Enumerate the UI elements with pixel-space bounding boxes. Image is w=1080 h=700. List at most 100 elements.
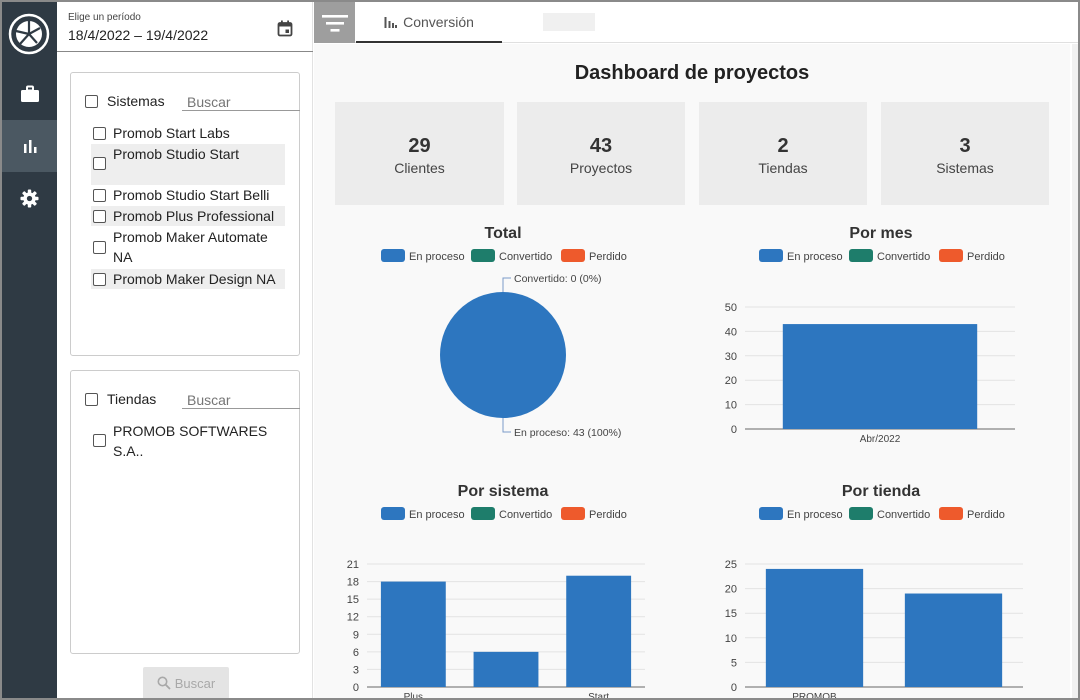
- period-label: Elige un período: [68, 12, 141, 23]
- store-checkbox[interactable]: [93, 434, 106, 447]
- x-tick-label: Start: [588, 692, 609, 700]
- tab-placeholder: [543, 13, 595, 31]
- stat-card-systems: 3 Sistemas: [881, 102, 1049, 205]
- legend-swatch: [381, 507, 405, 520]
- nav-item-settings[interactable]: [2, 172, 57, 224]
- stat-label: Proyectos: [569, 160, 633, 176]
- y-tick-label: 0: [731, 424, 737, 436]
- y-tick-label: 20: [725, 584, 737, 596]
- system-option[interactable]: Promob Maker Automate NA: [91, 227, 285, 267]
- y-tick-label: 25: [725, 559, 737, 571]
- tab-bar: Conversión: [314, 2, 1078, 43]
- y-tick-label: 10: [725, 400, 737, 412]
- legend-label: Convertido: [499, 509, 552, 521]
- stat-value: 2: [777, 135, 789, 157]
- system-option[interactable]: Promob Maker Design NA: [91, 269, 285, 289]
- pie-logo-icon[interactable]: [7, 12, 51, 56]
- filter-panel: Elige un período 18/4/2022 – 19/4/2022 S…: [57, 2, 313, 698]
- tab-label: Conversión: [403, 13, 474, 30]
- tab-conversion[interactable]: Conversión: [356, 2, 502, 43]
- legend-swatch: [471, 249, 495, 262]
- store-option[interactable]: PROMOB SOFTWARES S.A..: [91, 421, 285, 461]
- system-option-label: Promob Studio Start Belli: [113, 187, 270, 203]
- period-value[interactable]: 18/4/2022 – 19/4/2022: [68, 27, 209, 43]
- y-tick-label: 12: [347, 612, 359, 624]
- legend-swatch: [759, 249, 783, 262]
- system-option[interactable]: Promob Plus Professional: [91, 206, 285, 226]
- legend-swatch: [939, 249, 963, 262]
- y-tick-label: 6: [353, 647, 359, 659]
- stat-card-stores: 2 Tiendas: [699, 102, 867, 205]
- y-tick-label: 0: [731, 682, 737, 694]
- legend-label: Perdido: [589, 509, 627, 521]
- chart-title: Total: [484, 225, 521, 242]
- filter-menu-button[interactable]: [314, 2, 355, 43]
- store-option-label: PROMOB SOFTWARES S.A..: [113, 423, 268, 459]
- system-checkbox[interactable]: [93, 210, 106, 223]
- search-icon: [157, 676, 171, 690]
- main-area: Conversión Dashboard de proyectos 29 Cli…: [314, 2, 1078, 700]
- stat-card-projects: 43 Proyectos: [517, 102, 685, 205]
- stores-select-all-checkbox[interactable]: [85, 393, 98, 406]
- legend-label: Convertido: [877, 251, 930, 263]
- calendar-icon[interactable]: [277, 20, 293, 37]
- search-button-label: Buscar: [174, 675, 216, 691]
- systems-select-all-checkbox[interactable]: [85, 95, 98, 108]
- system-checkbox[interactable]: [93, 157, 106, 170]
- system-checkbox[interactable]: [93, 127, 106, 140]
- nav-item-projects[interactable]: [2, 68, 57, 120]
- period-picker[interactable]: Elige un período 18/4/2022 – 19/4/2022: [57, 2, 313, 52]
- systems-filter-box: Sistemas Promob Start Labs Promob Studio…: [70, 72, 300, 356]
- legend-label: Perdido: [589, 251, 627, 263]
- legend-label: En proceso: [787, 251, 843, 263]
- y-tick-label: 50: [725, 302, 737, 314]
- systems-search-input[interactable]: [182, 93, 300, 111]
- legend-swatch: [759, 507, 783, 520]
- y-tick-label: 18: [347, 577, 359, 589]
- system-option[interactable]: Promob Studio Start: [91, 144, 285, 185]
- chart-total: Total En proceso Convertido Perdido Converti…: [381, 225, 627, 439]
- filter-lines-icon: [321, 14, 348, 32]
- chart-by-store: Por tienda En proceso Convertido Perdido 0 5 1…: [725, 483, 1023, 700]
- legend-label: Convertido: [877, 509, 930, 521]
- system-option[interactable]: Promob Start Labs: [91, 123, 285, 143]
- system-checkbox[interactable]: [93, 273, 106, 286]
- y-tick-label: 21: [347, 559, 359, 571]
- system-option-label: Promob Maker Automate NA: [113, 229, 268, 265]
- system-option[interactable]: Promob Studio Start Belli: [91, 185, 285, 205]
- system-option-label: Promob Start Labs: [113, 125, 230, 141]
- scrollbar[interactable]: [1072, 44, 1078, 698]
- stores-filter-header: Tiendas: [85, 391, 300, 409]
- stores-filter-title: Tiendas: [107, 391, 157, 407]
- pie-data-label: En proceso: 43 (100%): [514, 427, 621, 439]
- bar: [904, 593, 1003, 687]
- system-option-label: Promob Studio Start: [113, 146, 240, 162]
- x-tick-label: Plus: [404, 692, 423, 700]
- legend-label: En proceso: [409, 251, 465, 263]
- stat-label: Sistemas: [936, 160, 994, 176]
- stores-search-input[interactable]: [182, 391, 300, 409]
- systems-filter-header: Sistemas: [85, 93, 300, 111]
- search-button[interactable]: Buscar: [143, 667, 229, 698]
- y-tick-label: 15: [725, 608, 737, 620]
- chart-title: Por tienda: [842, 483, 920, 500]
- y-tick-label: 0: [353, 682, 359, 694]
- y-tick-label: 5: [731, 657, 737, 669]
- chart-by-month: Por mes En proceso Convertido Perdido 0 10 20 3…: [725, 225, 1015, 445]
- system-option-label: Promob Maker Design NA: [113, 271, 276, 287]
- system-checkbox[interactable]: [93, 189, 106, 202]
- system-checkbox[interactable]: [93, 241, 106, 254]
- nav-item-dashboard[interactable]: [2, 120, 57, 172]
- y-tick-label: 30: [725, 351, 737, 363]
- bar: [782, 324, 978, 429]
- legend-swatch: [471, 507, 495, 520]
- bar: [473, 651, 539, 687]
- dashboard-content: Dashboard de proyectos 29 Clientes 43 Pr…: [314, 44, 1070, 700]
- y-tick-label: 15: [347, 594, 359, 606]
- bar: [380, 581, 446, 687]
- gear-icon: [20, 188, 39, 208]
- y-tick-label: 40: [725, 326, 737, 338]
- legend-swatch: [939, 507, 963, 520]
- x-tick-label: PROMOB: [792, 692, 837, 700]
- y-tick-label: 3: [353, 664, 359, 676]
